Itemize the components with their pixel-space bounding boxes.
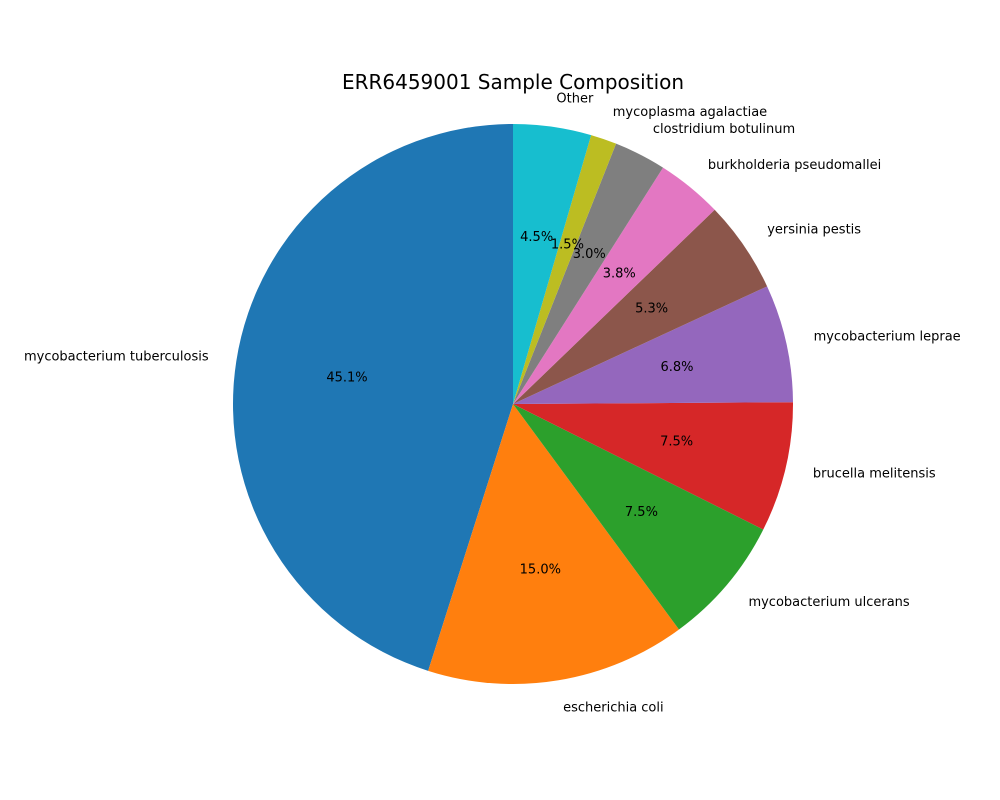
pie-slice-yersinia-pestis bbox=[513, 209, 768, 404]
pct-label-mycoplasma-agalactiae: 1.5% bbox=[551, 238, 584, 253]
pct-label-mycobacterium-tuberculosis: 45.1% bbox=[326, 371, 367, 386]
slice-label-other: Other bbox=[556, 92, 594, 107]
slice-label-brucella-melitensis: brucella melitensis bbox=[813, 467, 936, 482]
pie-slices bbox=[232, 124, 793, 684]
slice-label-mycoplasma-agalactiae: mycoplasma agalactiae bbox=[613, 105, 767, 120]
pie-slice-mycobacterium-leprae bbox=[513, 286, 793, 404]
slice-label-yersinia-pestis: yersinia pestis bbox=[767, 223, 861, 238]
pie-slice-other bbox=[513, 124, 592, 404]
slice-label-burkholderia-pseudomallei: burkholderia pseudomallei bbox=[708, 158, 881, 173]
slice-label-clostridium-botulinum: clostridium botulinum bbox=[653, 122, 795, 137]
pie-slice-clostridium-botulinum bbox=[513, 143, 664, 404]
pct-label-burkholderia-pseudomallei: 3.8% bbox=[603, 266, 636, 281]
slice-label-mycobacterium-leprae: mycobacterium leprae bbox=[814, 329, 961, 344]
slice-label-mycobacterium-ulcerans: mycobacterium ulcerans bbox=[748, 595, 909, 610]
pct-label-mycobacterium-leprae: 6.8% bbox=[660, 360, 693, 375]
pie-slice-brucella-melitensis bbox=[513, 402, 793, 530]
pie-slice-burkholderia-pseudomallei bbox=[513, 167, 715, 404]
pct-label-escherichia-coli: 15.0% bbox=[520, 562, 561, 577]
pct-label-brucella-melitensis: 7.5% bbox=[660, 435, 693, 450]
pie-slice-escherichia-coli bbox=[428, 404, 679, 684]
pct-label-yersinia-pestis: 5.3% bbox=[635, 302, 668, 317]
pie-slice-mycobacterium-ulcerans bbox=[513, 404, 764, 630]
pie-slice-mycobacterium-tuberculosis bbox=[232, 124, 513, 671]
slice-label-mycobacterium-tuberculosis: mycobacterium tuberculosis bbox=[24, 349, 209, 364]
pie-labels: mycobacterium tuberculosis 45.1% escherich… bbox=[24, 92, 961, 716]
pct-label-other: 4.5% bbox=[520, 230, 553, 245]
pct-label-mycobacterium-ulcerans: 7.5% bbox=[625, 505, 658, 520]
chart-title: ERR6459001 Sample Composition bbox=[342, 70, 684, 94]
pct-label-clostridium-botulinum: 3.0% bbox=[573, 247, 606, 262]
slice-label-escherichia-coli: escherichia coli bbox=[563, 700, 664, 715]
pie-slice-mycoplasma-agalactiae bbox=[513, 135, 617, 404]
